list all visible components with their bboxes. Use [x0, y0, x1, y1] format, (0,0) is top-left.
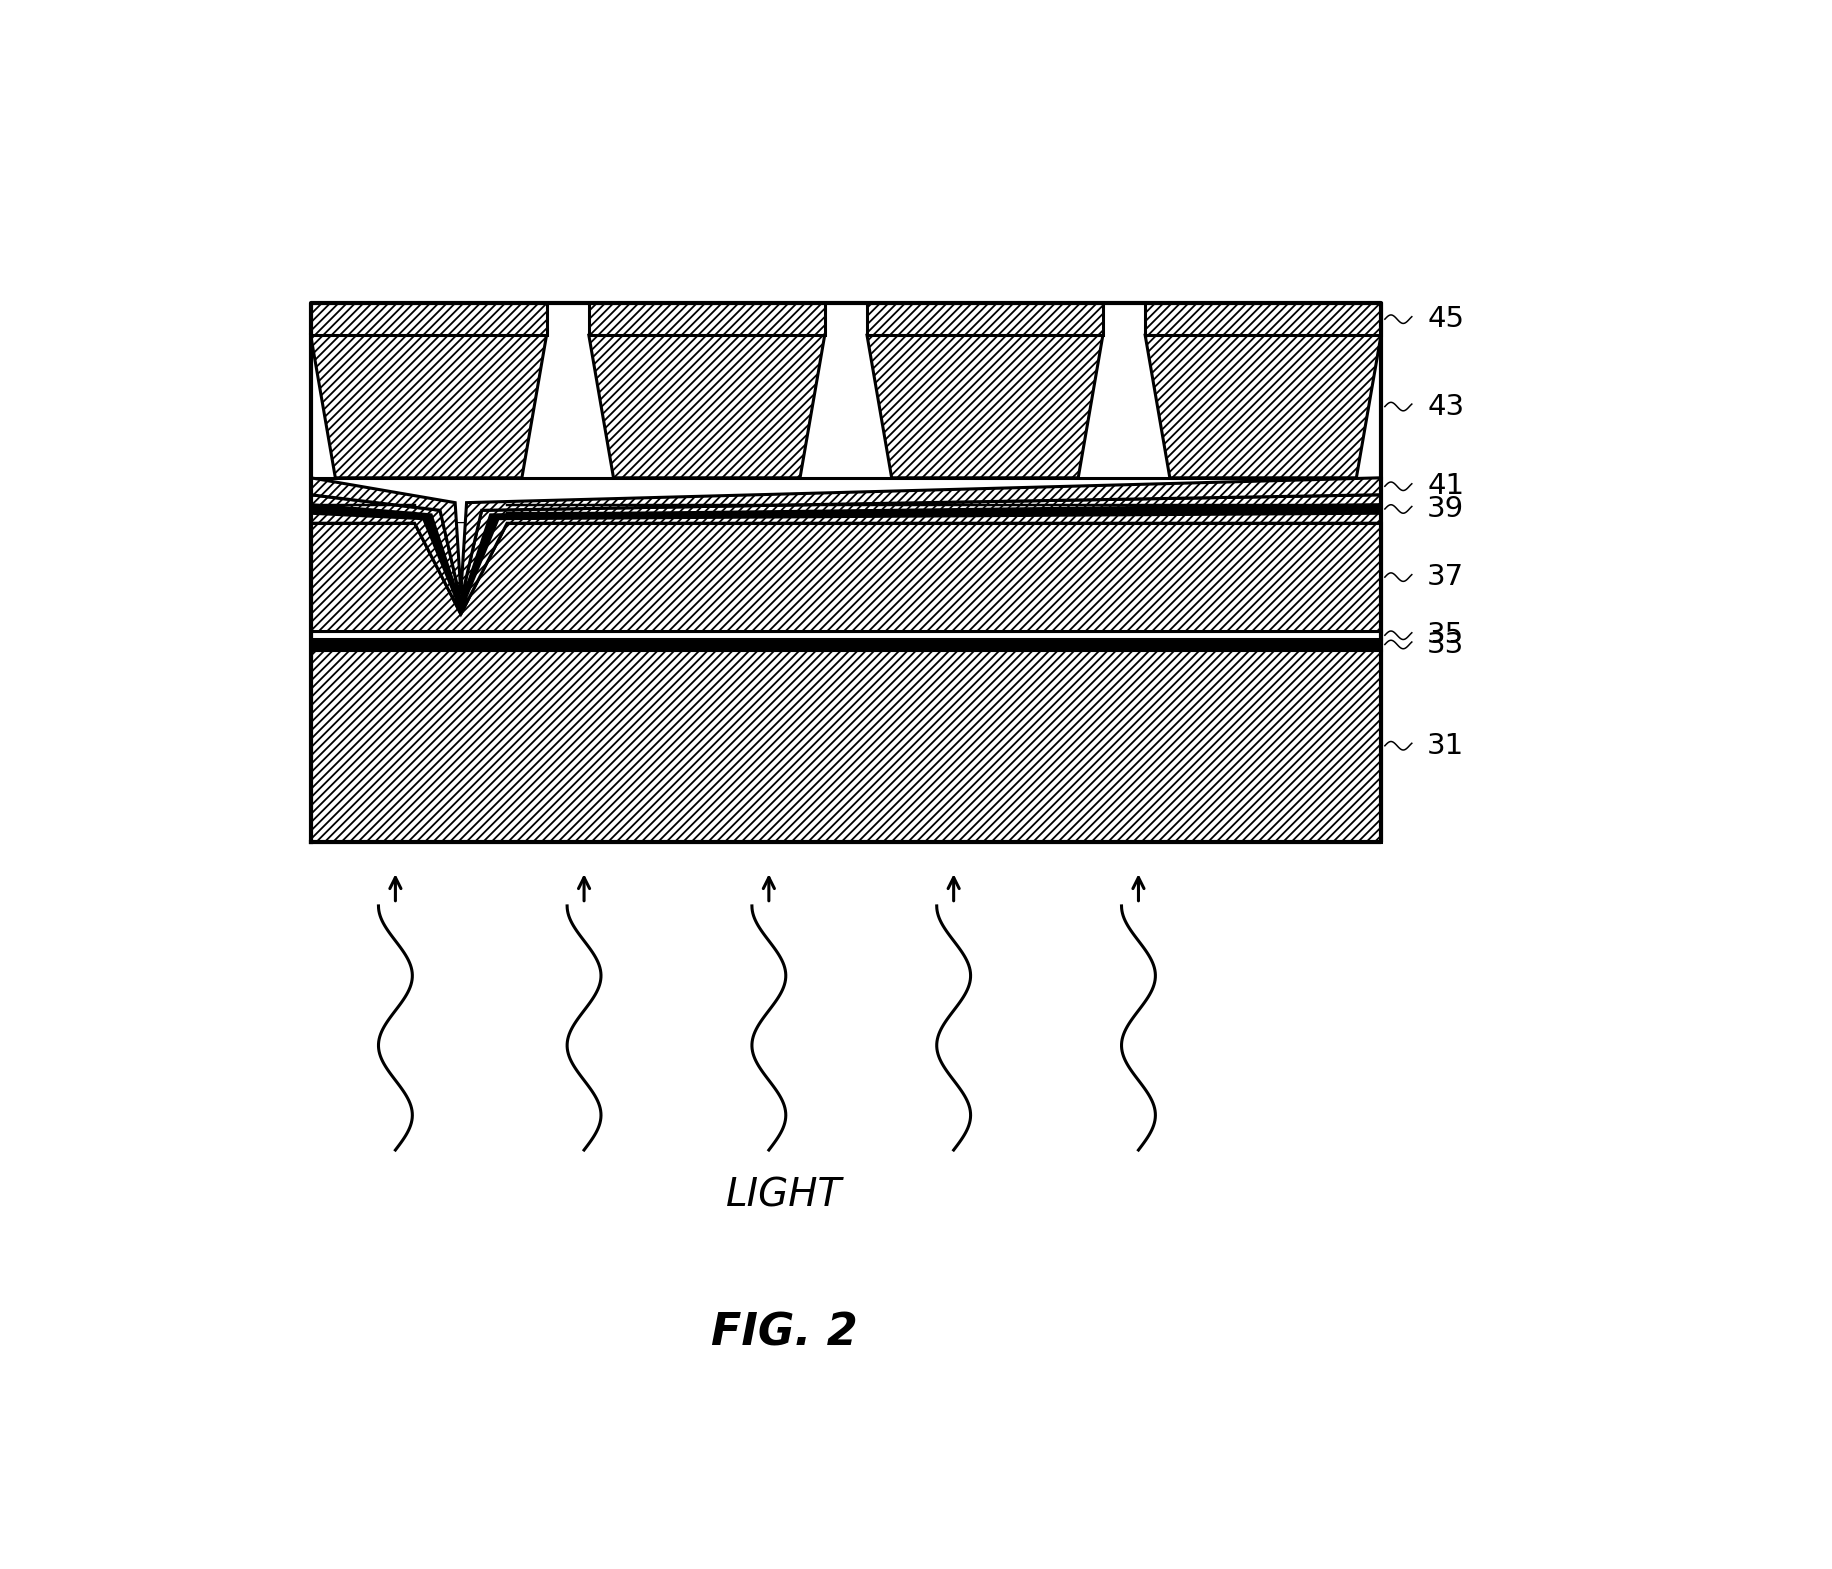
Polygon shape [311, 336, 546, 479]
Text: 41: 41 [1427, 472, 1464, 501]
Polygon shape [311, 303, 546, 336]
Polygon shape [311, 631, 1379, 640]
Polygon shape [311, 650, 1379, 843]
Text: 45: 45 [1427, 306, 1464, 333]
Text: FIG. 2: FIG. 2 [711, 1312, 857, 1354]
Polygon shape [311, 513, 1379, 613]
Polygon shape [1145, 303, 1379, 336]
Polygon shape [867, 336, 1103, 479]
Polygon shape [311, 494, 1379, 606]
Text: 39: 39 [1427, 494, 1464, 522]
Text: 43: 43 [1427, 392, 1464, 420]
Polygon shape [414, 522, 507, 613]
Text: LIGHT: LIGHT [725, 1177, 843, 1214]
Polygon shape [1145, 336, 1379, 479]
Text: 31: 31 [1427, 731, 1464, 759]
Polygon shape [311, 505, 1379, 609]
Polygon shape [311, 522, 1379, 631]
Polygon shape [311, 479, 1379, 601]
Polygon shape [867, 303, 1103, 336]
Text: 35: 35 [1427, 621, 1464, 650]
Polygon shape [311, 640, 1379, 650]
Polygon shape [588, 303, 824, 336]
Text: 37: 37 [1427, 563, 1464, 592]
Polygon shape [588, 336, 824, 479]
Text: 33: 33 [1427, 631, 1464, 659]
